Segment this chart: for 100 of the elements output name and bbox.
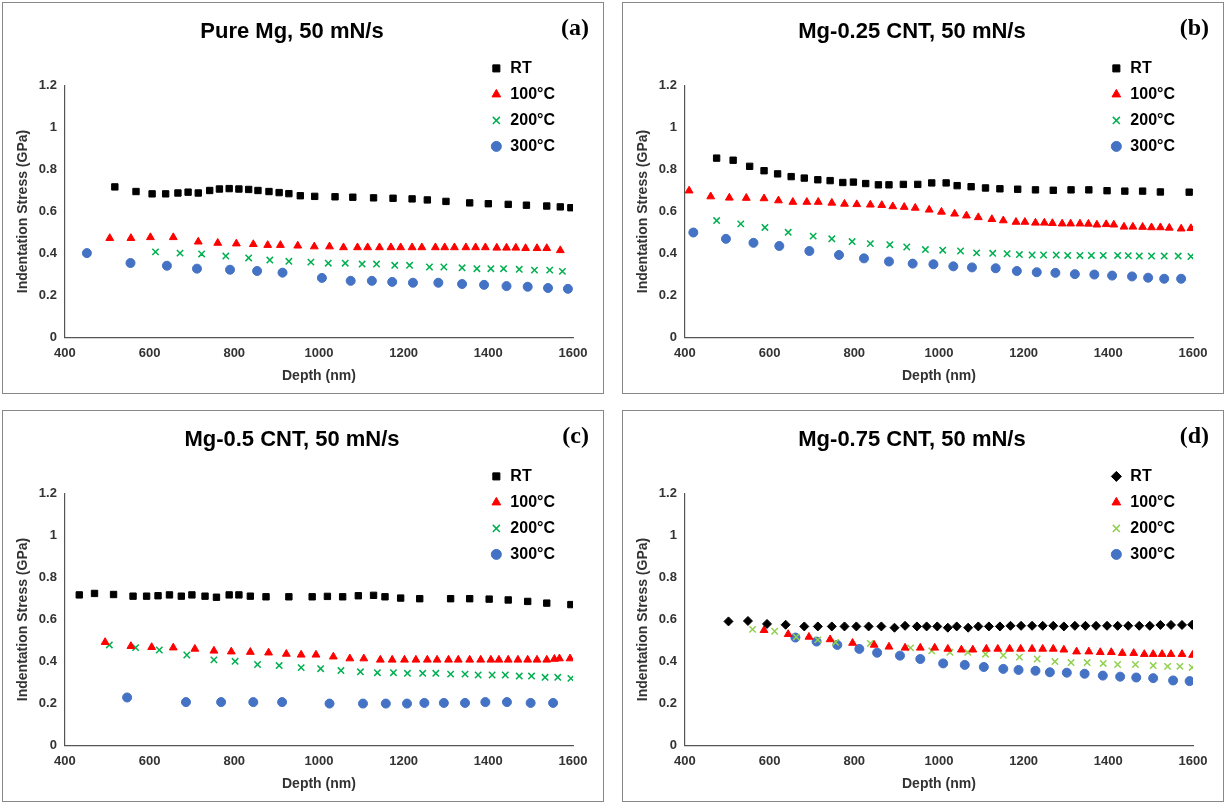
point xyxy=(494,654,504,663)
point xyxy=(1013,664,1024,675)
x-tick-label: 800 xyxy=(843,344,866,360)
point xyxy=(826,176,834,185)
point xyxy=(381,593,389,601)
point xyxy=(1063,251,1072,260)
point xyxy=(848,237,857,246)
point xyxy=(745,162,754,170)
point xyxy=(1160,252,1169,260)
point xyxy=(492,242,502,251)
point xyxy=(998,663,1009,674)
point xyxy=(432,654,442,663)
point xyxy=(323,592,332,601)
point xyxy=(966,262,977,273)
point xyxy=(565,653,573,662)
point xyxy=(1155,619,1166,630)
point xyxy=(1067,658,1075,667)
point xyxy=(194,189,202,197)
y-tick-label: 0.4 xyxy=(658,245,678,261)
point xyxy=(353,242,362,251)
point xyxy=(555,653,564,662)
point xyxy=(1027,643,1037,652)
point xyxy=(946,648,954,657)
point xyxy=(235,185,243,193)
point xyxy=(422,654,432,663)
point xyxy=(177,592,185,600)
point xyxy=(480,242,490,251)
point xyxy=(1139,649,1149,657)
point xyxy=(804,246,815,257)
point xyxy=(366,275,377,286)
y-tick-label: 0.6 xyxy=(658,611,677,627)
point xyxy=(440,242,450,251)
x-tick-label: 1200 xyxy=(1009,344,1039,360)
point xyxy=(858,253,869,264)
point xyxy=(840,198,849,207)
x-tick-label: 1200 xyxy=(389,344,419,360)
point xyxy=(567,204,573,212)
point xyxy=(973,621,984,632)
point xyxy=(849,178,858,186)
point xyxy=(1015,250,1024,259)
point xyxy=(938,246,947,255)
point xyxy=(390,261,399,270)
point xyxy=(921,621,932,632)
point xyxy=(962,210,971,219)
point xyxy=(161,190,170,198)
point xyxy=(206,186,214,195)
point xyxy=(1011,217,1021,225)
point xyxy=(408,195,416,203)
point xyxy=(760,223,769,232)
point xyxy=(81,248,92,259)
point xyxy=(501,697,512,708)
point xyxy=(1049,186,1057,194)
point xyxy=(1134,620,1145,631)
x-tick-label: 1000 xyxy=(924,344,954,360)
point xyxy=(1038,643,1048,652)
point xyxy=(504,596,512,604)
point xyxy=(1147,222,1156,231)
point xyxy=(502,242,511,251)
y-tick-label: 0 xyxy=(49,329,57,345)
point xyxy=(1048,643,1058,652)
point xyxy=(244,254,253,262)
point xyxy=(75,591,83,599)
point xyxy=(184,188,192,196)
point xyxy=(1083,658,1092,667)
x-tick-label: 1200 xyxy=(389,752,419,768)
x-axis-title: Depth (nm) xyxy=(281,367,356,384)
point xyxy=(461,670,469,679)
y-tick-label: 0.6 xyxy=(658,203,677,219)
y-tick-label: 0.2 xyxy=(658,695,677,711)
point xyxy=(246,592,255,600)
point xyxy=(387,654,397,663)
point xyxy=(180,697,191,708)
point xyxy=(963,648,972,657)
point xyxy=(783,629,793,637)
point xyxy=(485,595,493,603)
point xyxy=(375,654,385,663)
point xyxy=(527,672,536,680)
point xyxy=(425,263,434,271)
point xyxy=(285,189,293,198)
point xyxy=(827,197,837,206)
point xyxy=(439,263,448,271)
y-tick-label: 0.8 xyxy=(658,569,677,585)
point xyxy=(1031,217,1040,226)
point xyxy=(225,591,233,599)
point xyxy=(1176,223,1186,232)
point xyxy=(253,660,262,669)
legend-label: 200°C xyxy=(510,110,556,128)
point xyxy=(444,654,453,663)
point xyxy=(1050,267,1061,278)
point xyxy=(862,179,870,188)
point xyxy=(1075,218,1085,227)
point xyxy=(132,187,140,196)
point xyxy=(780,619,791,630)
point xyxy=(90,589,99,598)
point xyxy=(339,242,348,251)
point xyxy=(453,654,463,663)
point xyxy=(863,621,874,632)
point xyxy=(1168,675,1179,686)
point xyxy=(226,646,236,655)
point xyxy=(865,199,875,208)
